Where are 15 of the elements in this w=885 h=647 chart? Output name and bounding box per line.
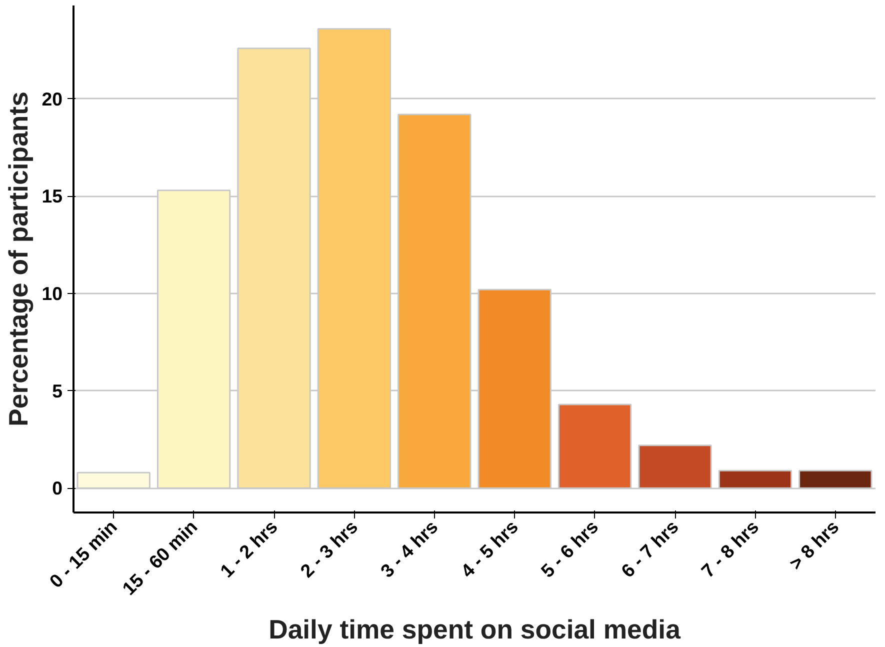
x-tick-label: 5 - 6 hrs <box>536 516 602 582</box>
x-tick-label: 3 - 4 hrs <box>376 516 442 582</box>
y-tick-label: 0 <box>52 478 63 499</box>
y-tick-label: 5 <box>52 380 63 402</box>
x-tick-label: > 8 hrs <box>785 516 843 574</box>
x-axis-title: Daily time spent on social media <box>268 614 681 645</box>
y-axis-title: Percentage of participants <box>4 92 34 426</box>
x-tick-label: 4 - 5 hrs <box>456 516 522 582</box>
x-tick-label: 6 - 7 hrs <box>616 516 682 582</box>
y-tick-label: 20 <box>42 88 63 110</box>
y-tick-label: 15 <box>42 186 63 207</box>
x-tick-label: 2 - 3 hrs <box>296 516 362 582</box>
x-tick-label: 7 - 8 hrs <box>697 516 763 582</box>
y-tick-label: 10 <box>42 283 63 304</box>
x-tick-label: 1 - 2 hrs <box>216 516 282 582</box>
